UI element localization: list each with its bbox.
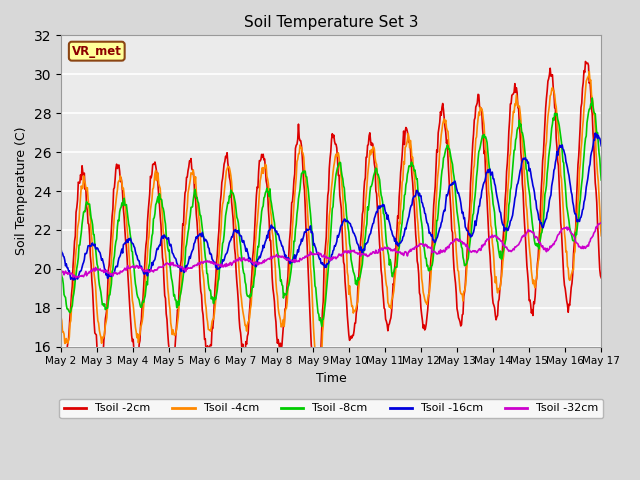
Tsoil -2cm [67, 303, 75, 309]
Tsoil -8cm [318, 324, 326, 329]
Line: Tsoil -32cm: Tsoil -32cm [61, 223, 601, 278]
Tsoil -8cm [177, 288, 185, 293]
Tsoil -16cm [57, 246, 65, 252]
Tsoil -4cm [177, 280, 185, 286]
Tsoil -16cm [70, 277, 77, 283]
Tsoil -16cm [207, 251, 214, 256]
Tsoil -4cm [122, 218, 130, 224]
Title: Soil Temperature Set 3: Soil Temperature Set 3 [244, 15, 419, 30]
Tsoil -32cm [67, 271, 75, 276]
Tsoil -32cm [178, 264, 186, 270]
Tsoil -16cm [67, 276, 75, 282]
Line: Tsoil -8cm: Tsoil -8cm [61, 98, 601, 326]
Tsoil -2cm [57, 344, 65, 349]
Tsoil -4cm [315, 368, 323, 373]
Tsoil -2cm [177, 257, 185, 263]
Tsoil -2cm [582, 59, 589, 64]
Line: Tsoil -4cm: Tsoil -4cm [61, 72, 601, 371]
Tsoil -32cm [72, 275, 80, 281]
Tsoil -2cm [314, 398, 321, 404]
Tsoil -4cm [597, 233, 605, 239]
Tsoil -16cm [597, 143, 605, 149]
Line: Tsoil -16cm: Tsoil -16cm [61, 133, 601, 280]
Tsoil -16cm [178, 264, 186, 270]
Tsoil -8cm [67, 308, 75, 314]
Tsoil -2cm [413, 258, 421, 264]
Tsoil -8cm [397, 225, 405, 230]
Tsoil -32cm [597, 220, 605, 226]
Tsoil -32cm [57, 267, 65, 273]
Tsoil -2cm [397, 162, 405, 168]
Tsoil -8cm [122, 202, 130, 207]
Tsoil -4cm [67, 318, 75, 324]
Tsoil -16cm [124, 237, 131, 242]
Tsoil -16cm [413, 188, 421, 193]
Tsoil -8cm [206, 288, 214, 293]
Tsoil -4cm [413, 214, 421, 220]
Tsoil -4cm [57, 314, 65, 320]
Tsoil -8cm [57, 269, 65, 275]
Tsoil -8cm [413, 176, 421, 181]
Tsoil -32cm [397, 251, 405, 257]
Tsoil -16cm [591, 130, 599, 136]
Line: Tsoil -2cm: Tsoil -2cm [61, 61, 601, 401]
Tsoil -8cm [588, 95, 596, 101]
Tsoil -16cm [397, 239, 405, 244]
Tsoil -32cm [413, 244, 421, 250]
X-axis label: Time: Time [316, 372, 346, 385]
Tsoil -4cm [586, 69, 593, 74]
Tsoil -2cm [206, 343, 214, 349]
Y-axis label: Soil Temperature (C): Soil Temperature (C) [15, 127, 28, 255]
Tsoil -2cm [597, 275, 605, 281]
Tsoil -8cm [597, 177, 605, 183]
Tsoil -2cm [122, 244, 130, 250]
Tsoil -32cm [124, 264, 131, 270]
Tsoil -4cm [397, 195, 405, 201]
Text: VR_met: VR_met [72, 45, 122, 58]
Tsoil -4cm [206, 327, 214, 333]
Legend: Tsoil -2cm, Tsoil -4cm, Tsoil -8cm, Tsoil -16cm, Tsoil -32cm: Tsoil -2cm, Tsoil -4cm, Tsoil -8cm, Tsoi… [60, 399, 603, 418]
Tsoil -32cm [207, 260, 214, 266]
